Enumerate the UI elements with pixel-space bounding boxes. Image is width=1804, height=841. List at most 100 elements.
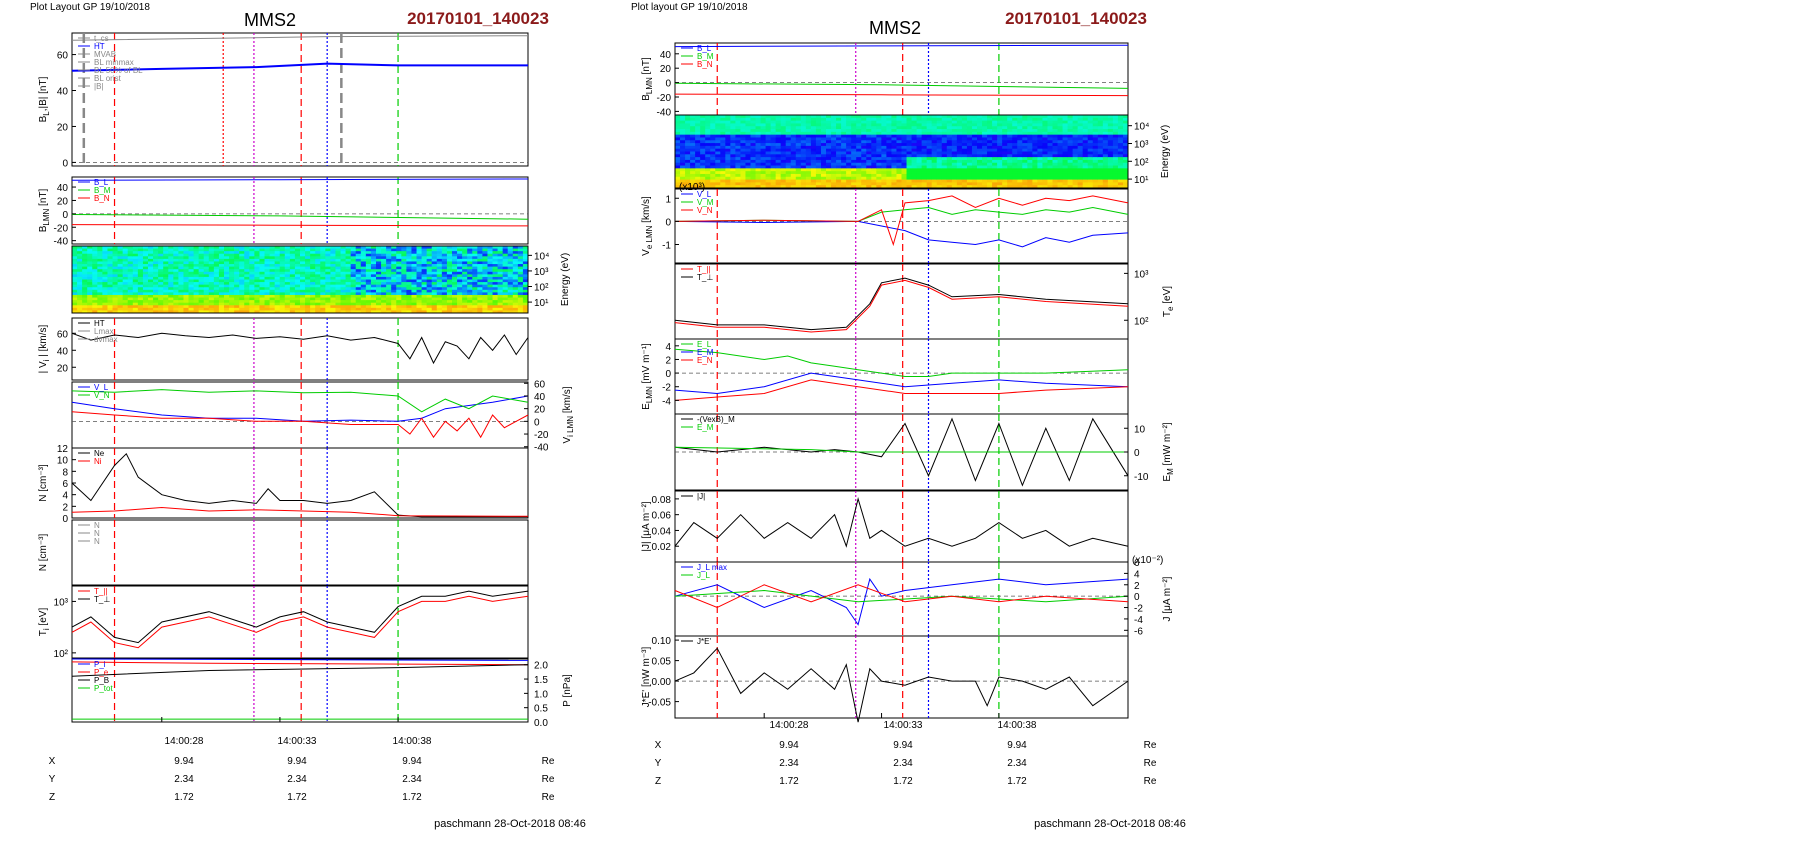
left-ephem-value: 1.72 [287, 792, 307, 803]
y-tick-label: 0.0 [534, 718, 548, 729]
y-axis-label-text: BLMN [nT] [38, 189, 51, 233]
legend-entry: P_e [94, 668, 109, 677]
series-green [71, 389, 529, 413]
series-green [71, 214, 529, 220]
right-ephem-value: 2.34 [893, 758, 913, 769]
y-tick-label: 20 [57, 122, 69, 133]
y-tick-label: -40 [657, 107, 672, 118]
panel-frame [71, 176, 529, 245]
left-ephem-value: 9.94 [287, 756, 307, 767]
right-ephem-label: Z [655, 776, 661, 787]
panel-frame [71, 32, 529, 167]
right-footer: paschmann 28-Oct-2018 08:46 [1034, 818, 1186, 830]
series-blue [674, 372, 1129, 395]
y-tick-label: 0.00 [652, 677, 672, 688]
y-tick-label: 0.5 [534, 704, 548, 715]
legend-entry: B_M [697, 52, 714, 61]
left-time-tick: 14:00:33 [278, 736, 317, 747]
y-tick-label: -4 [662, 396, 671, 407]
legend-entry: P_B [94, 676, 109, 685]
y-tick-label: 1 [665, 194, 671, 205]
legend-entry: dvmax [94, 335, 118, 344]
left-ephem-unit: Re [542, 756, 555, 767]
series-blue [674, 44, 1129, 48]
y-axis-label-text: |J| [μA m⁻²] [641, 501, 652, 551]
panel-r-spec: 10⁴ 10³ 10² 10¹ Energy (eV) [674, 114, 1171, 189]
series-red [674, 584, 1129, 609]
y-tick-label: 40 [57, 87, 69, 98]
left-ephem-value: 9.94 [174, 756, 194, 767]
y-tick-label: 60 [534, 379, 546, 390]
right-ephem-value: 2.34 [779, 758, 799, 769]
y-axis-label-text: Vi LMN [km/s] [562, 386, 575, 443]
y-tick-label: -2 [662, 383, 671, 394]
series-red [71, 506, 529, 517]
legend-entry: V_M [697, 198, 714, 207]
panel-l-spec: 10⁴ 10³ 10² 10¹ Energy (eV) [71, 245, 571, 314]
left-header-label: Plot Layout GP 19/10/2018 [30, 2, 150, 13]
legend-entry: Ne [94, 449, 105, 458]
y-tick-label: 40 [57, 346, 69, 357]
panel-frame [71, 317, 529, 381]
y-tick-label: 10 [1134, 424, 1146, 435]
right-ephem-value: 2.34 [1007, 758, 1027, 769]
left-ephemeris-table: 14:00:28 14:00:33 14:00:38 X 9.94 9.94 9… [49, 736, 555, 803]
legend-entry: N [94, 529, 100, 538]
y-axis-label: Ve LMN [km/s] [641, 196, 654, 256]
series-black [71, 590, 529, 644]
y-axis-label-text: J [μA m⁻²] [1162, 576, 1173, 621]
axis-multiplier: (x10⁻²) [1132, 555, 1163, 566]
panel-frame [71, 519, 529, 586]
right-event-id: 20170101_140023 [1005, 9, 1147, 28]
left-ephem-unit: Re [542, 774, 555, 785]
y-tick-label: 10¹ [1134, 175, 1149, 186]
y-tick-label: 10⁴ [1134, 122, 1149, 133]
legend-entry: B_L [94, 178, 109, 187]
y-tick-label: 60 [57, 329, 69, 340]
series-red [71, 595, 529, 649]
right-time-tick: 14:00:33 [884, 720, 923, 731]
legend-entry: J*E' [697, 637, 711, 646]
series-black [71, 664, 529, 677]
y-tick-label: 12 [57, 444, 69, 455]
y-tick-label: 10² [1134, 316, 1149, 327]
y-tick-label: -0.05 [648, 698, 671, 709]
y-axis-label: BL,|B| [nT] [38, 76, 51, 122]
panel-frame [674, 114, 1129, 189]
left-ephem-value: 1.72 [174, 792, 194, 803]
legend-entry: B_L [697, 44, 712, 53]
y-axis-label-text: | Vi | [km/s] [38, 324, 51, 373]
left-ephem-value: 9.94 [402, 756, 422, 767]
y-axis-label-text: BL,|B| [nT] [38, 76, 51, 122]
y-tick-label: 10² [1134, 157, 1149, 168]
y-tick-label: 10² [54, 649, 69, 660]
y-tick-label: 0 [1134, 592, 1140, 603]
y-tick-label: 10² [534, 283, 549, 294]
y-tick-label: 0 [1134, 448, 1140, 459]
y-axis-label-text: Ti [eV] [38, 608, 51, 637]
y-axis-label-text: Ve LMN [km/s] [641, 196, 654, 256]
legend-entry: E_N [697, 356, 713, 365]
y-axis-label: BLMN [nT] [641, 57, 654, 101]
y-tick-label: 60 [57, 51, 69, 62]
legend-entry: HT [94, 319, 105, 328]
left-ephem-label: X [49, 756, 56, 767]
y-axis-label: Vi LMN [km/s] [562, 386, 575, 443]
y-tick-label: 0.05 [652, 657, 672, 668]
y-tick-label: 0 [665, 217, 671, 228]
y-tick-label: 0.02 [652, 542, 672, 553]
y-tick-label: 40 [57, 183, 69, 194]
right-ephem-value: 9.94 [1007, 740, 1027, 751]
left-footer: paschmann 28-Oct-2018 08:46 [434, 818, 586, 830]
panel-r-je: 0.10 0.05 0.00 -0.05J*E' [nW m⁻³] J*E' [641, 635, 1129, 723]
series-black [674, 647, 1129, 723]
y-tick-label: 4 [62, 491, 68, 502]
panel-frame [71, 245, 529, 314]
legend-entry: Lmax [94, 327, 114, 336]
